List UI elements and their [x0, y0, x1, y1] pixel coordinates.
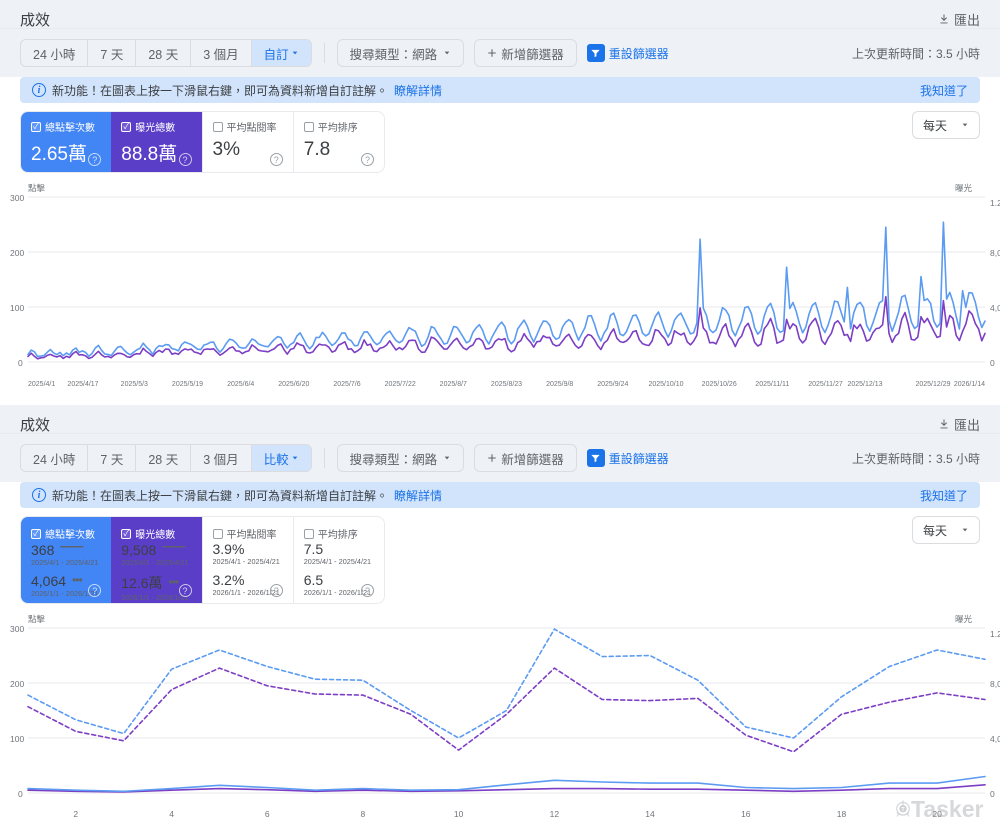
- svg-text:2025/5/19: 2025/5/19: [172, 381, 203, 388]
- svg-text:4,000: 4,000: [990, 734, 1000, 744]
- svg-text:4,000: 4,000: [990, 303, 1000, 313]
- svg-text:18: 18: [837, 809, 847, 819]
- svg-text:1.2萬: 1.2萬: [990, 629, 1000, 639]
- svg-text:8,000: 8,000: [990, 248, 1000, 258]
- svg-text:200: 200: [10, 248, 24, 258]
- svg-text:2025/4/1: 2025/4/1: [28, 381, 55, 388]
- svg-text:2025/4/17: 2025/4/17: [67, 381, 98, 388]
- svg-text:300: 300: [10, 193, 24, 203]
- svg-text:8: 8: [361, 809, 366, 819]
- svg-text:0: 0: [18, 358, 23, 368]
- svg-text:6: 6: [265, 809, 270, 819]
- svg-text:2026/1/14: 2026/1/14: [954, 381, 985, 388]
- svg-text:0: 0: [990, 789, 995, 799]
- svg-text:0: 0: [18, 789, 23, 799]
- svg-text:2: 2: [73, 809, 78, 819]
- svg-text:300: 300: [10, 624, 24, 634]
- svg-text:4: 4: [169, 809, 174, 819]
- svg-text:1.2萬: 1.2萬: [990, 198, 1000, 208]
- svg-text:200: 200: [10, 679, 24, 689]
- svg-text:點擊: 點擊: [28, 183, 46, 193]
- svg-text:2025/6/4: 2025/6/4: [227, 381, 254, 388]
- svg-text:2025/10/26: 2025/10/26: [702, 381, 737, 388]
- svg-text:2025/11/11: 2025/11/11: [755, 381, 789, 388]
- svg-text:10: 10: [454, 809, 464, 819]
- svg-text:2025/8/23: 2025/8/23: [491, 381, 522, 388]
- svg-text:12: 12: [550, 809, 560, 819]
- svg-text:曝光: 曝光: [955, 614, 973, 624]
- svg-text:0: 0: [990, 358, 995, 368]
- svg-text:2025/10/10: 2025/10/10: [648, 381, 683, 388]
- svg-text:100: 100: [10, 303, 24, 313]
- svg-text:2025/5/3: 2025/5/3: [121, 381, 148, 388]
- svg-text:2025/7/6: 2025/7/6: [333, 381, 360, 388]
- svg-text:2025/7/22: 2025/7/22: [385, 381, 416, 388]
- svg-text:8,000: 8,000: [990, 679, 1000, 689]
- svg-text:2025/12/13: 2025/12/13: [847, 381, 882, 388]
- svg-text:14: 14: [645, 809, 655, 819]
- svg-text:2025/6/20: 2025/6/20: [278, 381, 309, 388]
- svg-text:100: 100: [10, 734, 24, 744]
- svg-text:2025/9/24: 2025/9/24: [597, 381, 628, 388]
- svg-text:曝光: 曝光: [955, 183, 973, 193]
- svg-text:2025/9/8: 2025/9/8: [546, 381, 573, 388]
- svg-text:16: 16: [741, 809, 751, 819]
- svg-text:點擊: 點擊: [28, 614, 46, 624]
- svg-text:2025/12/29: 2025/12/29: [915, 381, 950, 388]
- svg-text:2025/8/7: 2025/8/7: [440, 381, 467, 388]
- svg-text:2025/11/27: 2025/11/27: [808, 381, 843, 388]
